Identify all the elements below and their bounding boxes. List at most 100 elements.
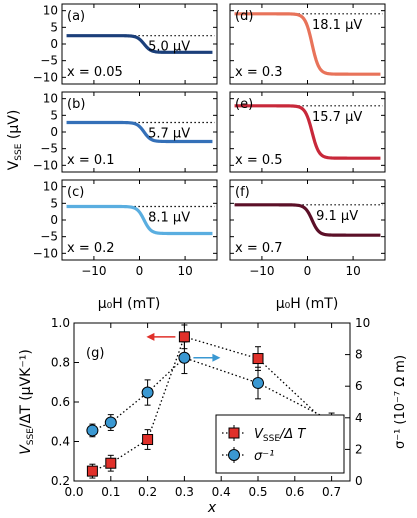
y-tick-label: 0 bbox=[50, 213, 58, 227]
y-tick-label: 5 bbox=[50, 196, 58, 210]
y-left-tick-label: 1.0 bbox=[51, 316, 70, 330]
composition-label: x = 0.7 bbox=[235, 241, 283, 256]
x-tick-label: 0 bbox=[304, 264, 312, 278]
legend-label-rest: /Δ T bbox=[279, 427, 306, 442]
legend-label: VSSE/Δ T bbox=[254, 427, 306, 444]
composition-label: x = 0.1 bbox=[67, 153, 115, 168]
panel-a: 10 5 0 −5 −10 (a) x = 0.05 5.0 μV bbox=[33, 3, 218, 85]
panel-label: (g) bbox=[86, 346, 104, 361]
amplitude-annotation: 8.1 μV bbox=[148, 211, 190, 226]
y-tick-label: −5 bbox=[40, 54, 58, 68]
signal-curve bbox=[66, 204, 213, 236]
data-point bbox=[142, 434, 154, 446]
y-right-tick-label: 4 bbox=[355, 411, 363, 425]
x-tick-label: 0.2 bbox=[138, 485, 157, 499]
y-left-tick-label: 0.6 bbox=[51, 395, 70, 409]
legend-label-rest: ⁻¹ bbox=[262, 449, 274, 464]
y-tick-label: 10 bbox=[43, 180, 58, 194]
x-tick-label: −10 bbox=[81, 264, 106, 278]
y-left-tick-label: 0.8 bbox=[51, 356, 70, 370]
panel-c: 10 5 0 −5 −10 −10 0 10 (c) x = 0.2 8.1 μV bbox=[33, 179, 218, 278]
amplitude-annotation: 15.7 μV bbox=[312, 110, 362, 125]
y-right-axis-label: σ⁻¹ (10⁻⁷ Ω m) bbox=[393, 355, 408, 449]
composition-label: x = 0.5 bbox=[235, 153, 283, 168]
y-tick-label: 5 bbox=[50, 20, 58, 34]
y-right-tick-label: 8 bbox=[355, 348, 363, 362]
label-rest: /ΔT (μVK⁻¹) bbox=[18, 349, 34, 428]
shared-y-axis-label: VSSE (μV) bbox=[6, 110, 24, 171]
legend-label: σ⁻¹ bbox=[254, 449, 274, 464]
y-right-tick-label: 2 bbox=[355, 442, 363, 456]
data-point bbox=[178, 331, 190, 343]
panel-label: (e) bbox=[235, 97, 253, 112]
data-point bbox=[141, 386, 154, 399]
signal-curve bbox=[66, 120, 213, 144]
x-tick-label: −10 bbox=[249, 264, 274, 278]
panel-label: (b) bbox=[67, 97, 85, 112]
x-tick-label: 0 bbox=[136, 264, 144, 278]
x-tick-label: 10 bbox=[177, 264, 192, 278]
signal-curve bbox=[234, 104, 381, 160]
y-left-tick-label: 0.2 bbox=[51, 474, 70, 488]
y-right-tick-label: 0 bbox=[355, 474, 363, 488]
x-tick-label: 0.7 bbox=[322, 485, 341, 499]
panel-e: (e) x = 0.5 15.7 μV bbox=[229, 91, 386, 173]
legend-marker bbox=[228, 449, 240, 461]
composition-label: x = 0.2 bbox=[67, 241, 115, 256]
legend-label-main: V bbox=[254, 427, 264, 442]
panel-label: (a) bbox=[67, 9, 85, 24]
y-tick-label: −5 bbox=[40, 142, 58, 156]
legend-marker bbox=[228, 427, 240, 439]
y-left-axis-label: VSSE/ΔT (μVK⁻¹) bbox=[18, 349, 36, 455]
x-tick-label: 0.3 bbox=[175, 485, 194, 499]
data-point bbox=[178, 351, 191, 364]
right-axis-arrowhead bbox=[212, 353, 221, 362]
data-point bbox=[104, 416, 117, 429]
panel-f: −10 0 10 (f) x = 0.7 9.1 μV bbox=[229, 179, 386, 278]
x-tick-label: 0.1 bbox=[101, 485, 120, 499]
data-point bbox=[86, 424, 99, 437]
y-right-tick-label: 6 bbox=[355, 379, 363, 393]
x-tick-label: 0.4 bbox=[212, 485, 231, 499]
y-right-tick-label: 10 bbox=[355, 316, 370, 330]
panel-label: (d) bbox=[235, 9, 253, 24]
y-left-tick-label: 0.4 bbox=[51, 435, 70, 449]
signal-curve bbox=[66, 34, 213, 54]
legend-label-sub: SSE bbox=[263, 434, 280, 444]
y-tick-label: 10 bbox=[43, 92, 58, 106]
label-main: V bbox=[18, 444, 34, 455]
data-point bbox=[105, 457, 117, 469]
composition-label: x = 0.3 bbox=[235, 65, 283, 80]
composition-panel: 0.0 0.1 0.2 0.3 0.4 0.5 0.6 0.7 0.2 0.4 0.6 0.8 1.0 0… bbox=[18, 316, 408, 516]
legend-entry: σ⁻¹ bbox=[222, 447, 274, 464]
data-point bbox=[86, 465, 98, 477]
amplitude-annotation: 9.1 μV bbox=[316, 209, 358, 224]
signal-curve bbox=[234, 203, 381, 237]
x-tick-label: 0.0 bbox=[64, 485, 83, 499]
composition-label: x = 0.05 bbox=[67, 65, 123, 80]
shared-x-axis-label-left: μ₀H (mT) bbox=[98, 296, 161, 312]
x-tick-label: 0.6 bbox=[285, 485, 304, 499]
panel-label: (c) bbox=[67, 185, 84, 200]
signal-curve bbox=[234, 12, 381, 76]
x-tick-label: 10 bbox=[345, 264, 360, 278]
legend-label-main: σ bbox=[254, 449, 263, 464]
data-point bbox=[252, 353, 264, 365]
y-tick-label: 0 bbox=[50, 37, 58, 51]
legend-box bbox=[215, 414, 345, 474]
panel-d: (d) x = 0.3 18.1 μV bbox=[229, 3, 386, 85]
y-tick-label: −10 bbox=[33, 246, 58, 260]
data-point bbox=[252, 377, 264, 390]
y-tick-label: −10 bbox=[33, 70, 58, 84]
field-sweep-panels: 10 5 0 −5 −10 (a) x = 0.05 5.0 μV 10 5 0 −5 −10 (b) x … bbox=[33, 3, 386, 278]
panel-b: 10 5 0 −5 −10 (b) x = 0.1 5.7 μV bbox=[33, 91, 218, 173]
x-axis-label: x bbox=[207, 500, 217, 516]
left-axis-arrowhead bbox=[146, 332, 155, 341]
shared-x-axis-label-right: μ₀H (mT) bbox=[276, 296, 339, 312]
panel-label: (f) bbox=[235, 185, 250, 200]
y-tick-label: 5 bbox=[50, 108, 58, 122]
y-tick-label: −5 bbox=[40, 230, 58, 244]
amplitude-annotation: 18.1 μV bbox=[312, 18, 362, 33]
y-tick-label: 10 bbox=[43, 4, 58, 18]
